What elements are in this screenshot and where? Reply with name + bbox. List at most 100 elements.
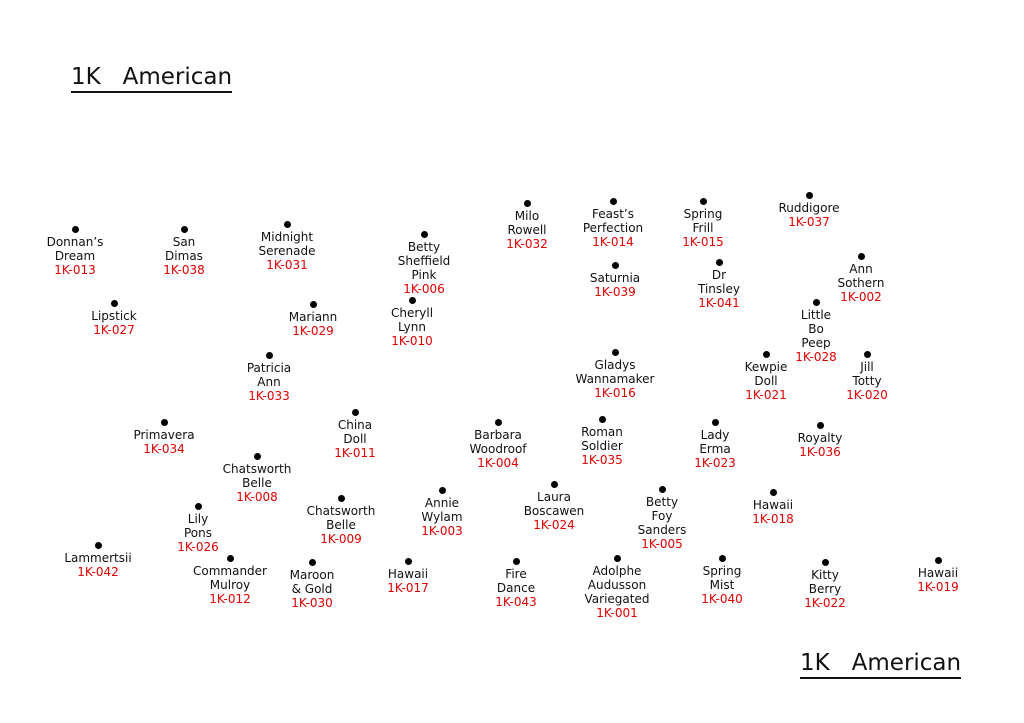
plant-code: 1K-020 [846,388,888,402]
location-dot[interactable] [72,226,79,233]
location-dot[interactable] [599,416,606,423]
location-dot[interactable] [111,300,118,307]
location-dot[interactable] [338,495,345,502]
plant-name: Laura Boscawen [523,490,585,518]
location-dot[interactable] [352,409,359,416]
plant-code: 1K-037 [788,215,830,229]
location-dot[interactable] [612,349,619,356]
plant-name: Commander Mulroy [193,564,267,592]
plant-label: Mariann 1K-029 [289,310,338,338]
location-dot[interactable] [227,555,234,562]
location-dot[interactable] [495,419,502,426]
plant-label: Spring Mist 1K-040 [701,564,742,606]
plant-code: 1K-021 [745,388,787,402]
location-dot[interactable] [524,200,531,207]
location-dot[interactable] [95,542,102,549]
location-dot[interactable] [935,557,942,564]
plant-label: Feast’s Perfection 1K-014 [583,207,643,249]
plant-label: Hawaii 1K-017 [387,567,428,595]
location-dot[interactable] [813,299,820,306]
plant-code: 1K-043 [495,595,537,609]
plant-code: 1K-032 [506,237,548,251]
location-dot[interactable] [864,351,871,358]
location-dot[interactable] [421,231,428,238]
plant-code: 1K-029 [292,324,334,338]
plant-label: China Doll 1K-011 [334,418,375,460]
plant-label: Jill Totty 1K-020 [846,360,887,402]
plant-name: Lammertsii [64,551,132,565]
location-dot[interactable] [195,503,202,510]
plant-label: Cheryll Lynn 1K-010 [391,306,433,348]
plant-label: Lily Pons 1K-026 [177,512,218,554]
plant-code: 1K-033 [248,389,290,403]
plant-label: Laura Boscawen 1K-024 [524,490,585,532]
plant-name: Jill Totty [852,360,882,388]
location-dot[interactable] [806,192,813,199]
plant-code: 1K-002 [840,290,882,304]
plant-name: Fire Dance [496,567,536,595]
location-dot[interactable] [716,259,723,266]
location-dot[interactable] [551,481,558,488]
plant-label: Hawaii 1K-018 [752,498,793,526]
location-dot[interactable] [254,453,261,460]
location-dot[interactable] [858,253,865,260]
plant-name: China Doll [337,418,373,446]
plant-label: Donnan’s Dream 1K-013 [47,235,104,277]
plant-code: 1K-003 [421,524,463,538]
plant-label: Lady Erma 1K-023 [694,428,735,470]
location-dot[interactable] [161,419,168,426]
plant-name: Mariann [288,310,338,324]
plant-code: 1K-015 [682,235,724,249]
plant-label: Adolphe Audusson Variegated 1K-001 [585,564,650,620]
location-dot[interactable] [405,558,412,565]
location-dot[interactable] [712,419,719,426]
plant-label: Roman Soldier 1K-035 [581,425,623,467]
plant-code: 1K-008 [236,490,278,504]
plant-label: Dr Tinsley 1K-041 [698,268,740,310]
plant-label: Fire Dance 1K-043 [495,567,536,609]
plant-code: 1K-035 [581,453,623,467]
plant-name: Spring Mist [702,564,742,592]
location-dot[interactable] [612,262,619,269]
plant-name: Betty Foy Sanders [637,495,687,537]
plant-label: Chatsworth Belle 1K-008 [223,462,292,504]
plant-label: Saturnia 1K-039 [590,271,640,299]
location-dot[interactable] [659,486,666,493]
plant-code: 1K-018 [752,512,794,526]
plant-code: 1K-023 [694,456,736,470]
location-dot[interactable] [610,198,617,205]
location-dot[interactable] [700,198,707,205]
plant-label: Kitty Berry 1K-022 [804,568,845,610]
location-dot[interactable] [817,422,824,429]
plant-label: Maroon & Gold 1K-030 [290,568,335,610]
plant-name: Donnan’s Dream [46,235,104,263]
plant-label: Patricia Ann 1K-033 [247,361,291,403]
location-dot[interactable] [309,559,316,566]
location-dot[interactable] [409,297,416,304]
plant-code: 1K-014 [592,235,634,249]
plant-label: Primavera 1K-034 [133,428,194,456]
plant-label: Annie Wylam 1K-003 [421,496,462,538]
location-dot[interactable] [719,555,726,562]
location-dot[interactable] [822,559,829,566]
plant-name: Hawaii [387,567,429,581]
location-dot[interactable] [770,489,777,496]
location-dot[interactable] [439,487,446,494]
plant-label: Commander Mulroy 1K-012 [193,564,267,606]
plant-code: 1K-009 [320,532,362,546]
plant-code: 1K-038 [163,263,205,277]
plant-code: 1K-036 [799,445,841,459]
plant-name: Maroon & Gold [289,568,335,596]
plant-code: 1K-034 [143,442,185,456]
plant-label: Ann Sothern 1K-002 [838,262,885,304]
location-dot[interactable] [763,351,770,358]
location-dot[interactable] [614,555,621,562]
location-dot[interactable] [181,226,188,233]
location-dot[interactable] [310,301,317,308]
location-dot[interactable] [266,352,273,359]
location-dot[interactable] [284,221,291,228]
location-dot[interactable] [513,558,520,565]
plant-code: 1K-004 [477,456,519,470]
plant-name: Barbara Woodroof [469,428,527,456]
